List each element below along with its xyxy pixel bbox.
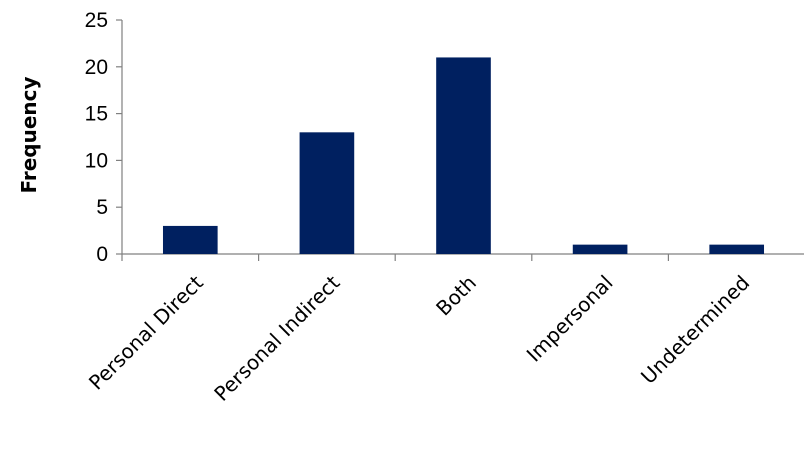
y-tick-label: 15 — [85, 103, 108, 126]
bar — [162, 225, 218, 254]
x-axis — [121, 253, 804, 261]
y-axis: 0 5 10 15 20 25 — [85, 9, 123, 266]
bar — [572, 244, 628, 254]
bars — [162, 57, 765, 254]
y-axis-title: Frequency — [17, 76, 41, 193]
bar — [436, 57, 491, 254]
x-tick-label: Impersonal — [522, 271, 618, 367]
bar — [709, 244, 765, 254]
x-tick-label: Personal Indirect — [209, 270, 344, 405]
x-tick-label: Personal Direct — [84, 270, 208, 394]
y-tick-label: 5 — [96, 196, 108, 219]
y-tick-label: 25 — [85, 9, 108, 32]
x-tick-label: Undetermined — [636, 271, 754, 389]
bar — [299, 132, 355, 254]
y-tick-label: 10 — [85, 149, 108, 172]
y-tick-label: 20 — [85, 56, 108, 79]
x-tick-label: Both — [431, 271, 481, 321]
y-tick-label: 0 — [96, 243, 108, 266]
x-tick-labels: Personal Direct Personal Indirect Both Impe… — [84, 270, 754, 405]
